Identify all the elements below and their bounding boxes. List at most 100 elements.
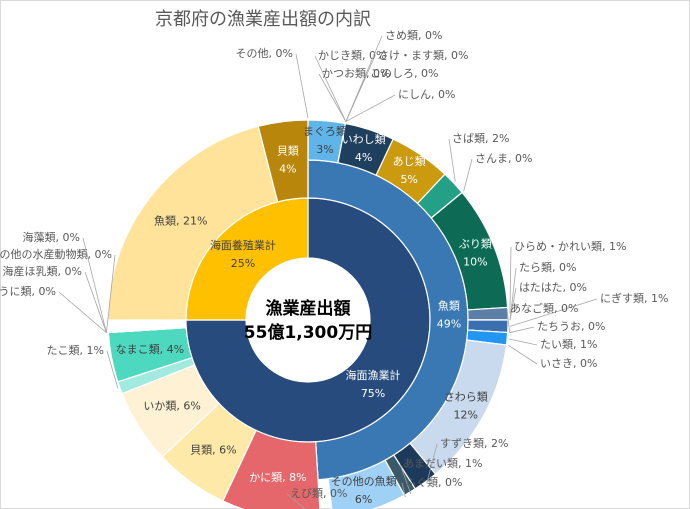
- data-label: あまだい類, 1%: [403, 457, 482, 470]
- leader-line: [399, 463, 412, 495]
- data-label: いか類, 6%: [143, 399, 200, 412]
- data-label: その他の水産動物類, 0%: [0, 247, 112, 261]
- data-label-text: なまこ類, 4%: [116, 343, 184, 356]
- leader-line: [509, 246, 512, 314]
- data-label: 海産ほ乳類, 0%: [3, 264, 82, 278]
- chart-title: 京都府の漁業産出額の内訳: [155, 9, 371, 30]
- leader-line: [345, 73, 368, 122]
- data-label: 魚類, 21%: [154, 214, 207, 227]
- leader-line: [314, 55, 347, 122]
- data-label-text: 3%: [316, 143, 333, 156]
- data-label-text: かじき類, 0%: [318, 49, 386, 62]
- leader-line: [509, 326, 535, 334]
- data-label-text: 10%: [463, 256, 487, 269]
- leader-line: [295, 53, 309, 119]
- data-label-text: 海産ほ乳類, 0%: [3, 264, 82, 278]
- leader-line: [506, 308, 510, 333]
- data-label-text: いか類, 6%: [143, 399, 200, 412]
- leader-line: [509, 267, 517, 321]
- data-label-text: たい類, 1%: [540, 338, 597, 351]
- data-label: さめ類, 0%: [385, 29, 442, 42]
- data-label: さわら類 12%: [444, 391, 488, 422]
- data-label: まぐろ類 3%: [303, 125, 347, 156]
- data-label: うに類, 0%: [0, 285, 56, 298]
- leader-line: [318, 73, 347, 122]
- data-label-text: その他の魚類: [331, 475, 397, 488]
- segment: [107, 125, 279, 321]
- data-label-text: 5%: [400, 173, 417, 186]
- data-label: なまこ類, 4%: [116, 343, 184, 356]
- data-label-text: あじ類: [393, 155, 426, 168]
- leader-line: [401, 482, 406, 498]
- data-label-text: このしろ, 0%: [370, 67, 438, 80]
- data-label-text: 海藻類, 0%: [23, 230, 80, 244]
- data-label: ぶり類 10%: [459, 238, 492, 269]
- data-label-text: さめ類, 0%: [385, 29, 442, 42]
- data-label-text: うに類, 0%: [0, 285, 56, 298]
- data-label-text: さんま, 0%: [475, 152, 532, 165]
- leader-line: [508, 344, 538, 365]
- data-label-text: 4%: [355, 151, 372, 164]
- leader-line: [509, 287, 517, 321]
- leader-line: [82, 237, 107, 333]
- leader-line: [58, 291, 107, 333]
- segment: [467, 306, 509, 321]
- data-label: あなご類, 0%: [510, 301, 578, 315]
- data-label-text: たちうお, 0%: [537, 320, 605, 333]
- data-label: かつお類, 0%: [322, 67, 390, 80]
- data-label-text: すずき類, 2%: [440, 437, 508, 450]
- data-label-text: その他, 0%: [236, 47, 293, 60]
- data-label-text: まぐろ類: [303, 125, 347, 138]
- data-label-text: 海面養殖業計: [210, 238, 276, 252]
- data-label: 海藻類, 0%: [23, 230, 80, 244]
- data-label: たこ類, 1%: [47, 344, 104, 357]
- data-label: かに類, 8%: [249, 471, 306, 484]
- data-label-text: ぶり類: [459, 238, 492, 251]
- data-label-text: 魚類: [438, 300, 460, 313]
- data-label: にぎす類, 1%: [600, 291, 668, 305]
- data-label-text: あまだい類, 1%: [403, 457, 482, 470]
- center-label: 55億1,300万円: [244, 322, 372, 343]
- data-label: 魚類 49%: [437, 300, 461, 331]
- data-label-text: にぎす類, 1%: [600, 291, 668, 305]
- data-label: はたはた, 0%: [519, 281, 587, 294]
- data-label: さけ・ます類, 0%: [378, 49, 468, 62]
- data-label-text: はたはた, 0%: [519, 281, 587, 294]
- leader-line: [106, 254, 116, 333]
- data-label: 貝類 4%: [277, 144, 299, 175]
- data-label-text: 海面漁業計: [346, 368, 401, 382]
- data-label: 貝類, 6%: [190, 443, 236, 456]
- data-label: にしん, 0%: [398, 88, 455, 101]
- leader-line: [345, 94, 396, 122]
- data-label: あじ類 5%: [393, 155, 426, 186]
- data-label-text: 12%: [454, 409, 478, 422]
- data-label-text: さば類, 2%: [452, 132, 509, 145]
- data-label-text: かに類, 8%: [249, 471, 306, 484]
- data-label: たら類, 0%: [519, 261, 576, 274]
- data-label-text: あなご類, 0%: [510, 301, 578, 315]
- leader-line: [448, 138, 456, 182]
- data-label-text: 魚類, 21%: [154, 214, 207, 227]
- data-label: このしろ, 0%: [370, 67, 438, 80]
- leader-line: [106, 350, 119, 389]
- data-label-text: 貝類: [277, 144, 299, 157]
- data-label: 海面養殖業計 25%: [210, 238, 276, 270]
- data-label-text: えび類, 0%: [290, 487, 347, 500]
- data-label-text: さわら類: [444, 391, 488, 404]
- data-label-text: ふぐ類, 0%: [405, 476, 462, 489]
- data-label-text: かつお類, 0%: [322, 67, 390, 80]
- leader-line: [426, 443, 438, 484]
- data-label: かじき類, 0%: [318, 49, 386, 62]
- leader-line: [286, 493, 306, 509]
- data-label-text: 4%: [279, 162, 296, 175]
- data-label-text: 49%: [437, 318, 461, 331]
- data-label: えび類, 0%: [290, 487, 347, 500]
- data-label: その他の魚類 6%: [331, 475, 397, 506]
- data-label-text: 6%: [355, 493, 372, 506]
- data-label: さんま, 0%: [475, 152, 532, 165]
- segment: [327, 459, 406, 509]
- data-label-text: いさき, 0%: [540, 357, 597, 370]
- data-label: いわし類 4%: [342, 133, 386, 164]
- data-label: ふぐ類, 0%: [405, 476, 462, 489]
